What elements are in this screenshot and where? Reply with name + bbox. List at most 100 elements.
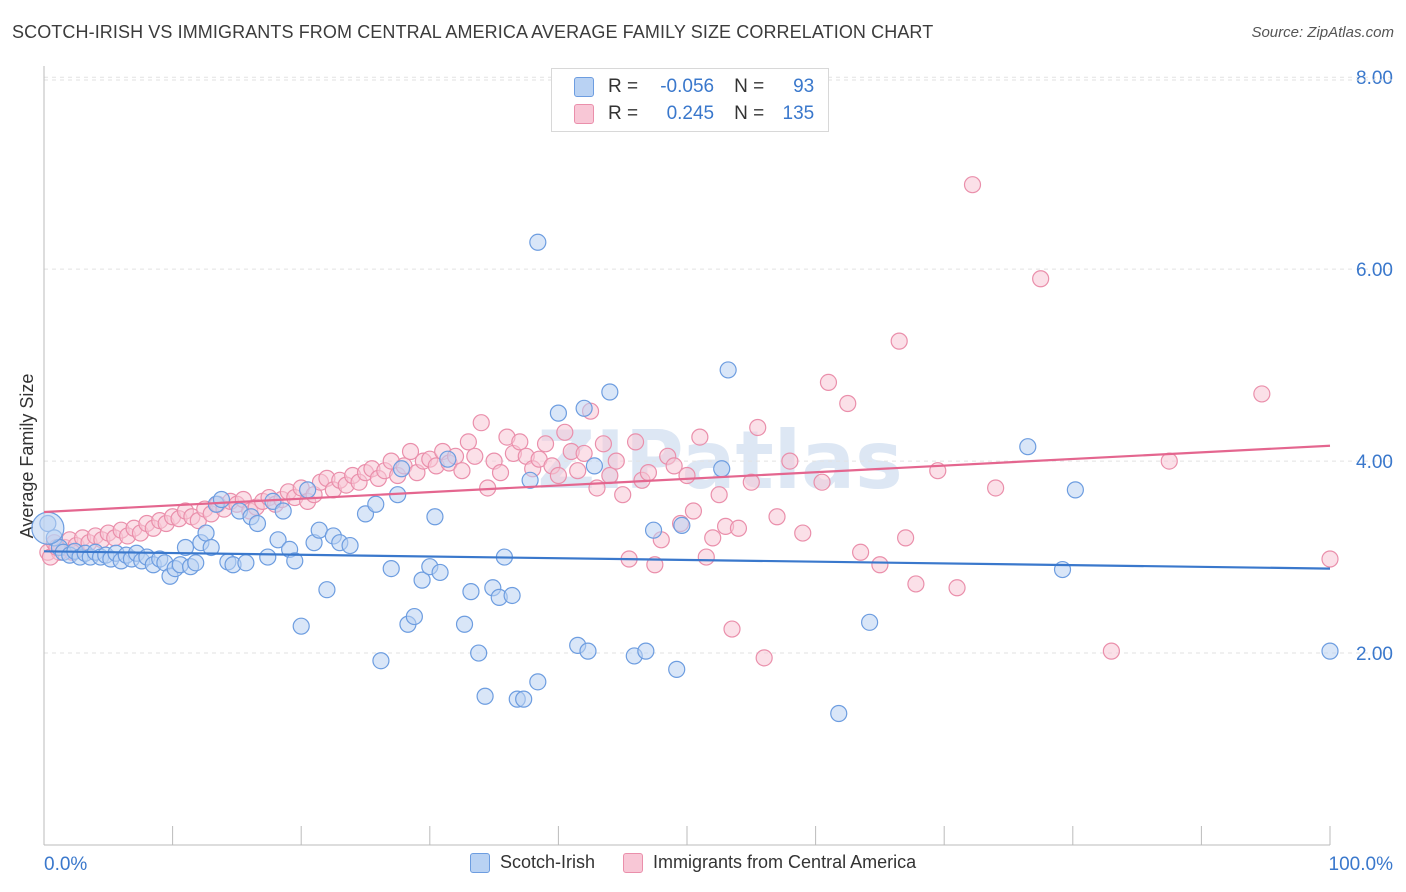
scotch-irish-point (1019, 438, 1037, 456)
scotch-irish-point (529, 233, 547, 251)
legend-label-scotch-irish: Scotch-Irish (500, 852, 596, 872)
scotch-irish-point (575, 399, 593, 417)
central-america-point (755, 649, 773, 667)
blue-r-value: -0.056 (660, 76, 715, 97)
scotch-irish-point (719, 361, 737, 379)
central-america-point (594, 435, 613, 453)
central-america-point (749, 418, 767, 437)
central-america-point (511, 433, 529, 451)
central-america-point (549, 466, 568, 485)
scotch-irish-point (318, 581, 336, 599)
central-america-point (852, 543, 870, 561)
scotch-irish-point (187, 554, 205, 572)
scotch-irish-point (470, 644, 488, 662)
scotch-irish-trend-line (43, 550, 1331, 570)
scotch-irish-point (521, 471, 539, 489)
central-america-point (813, 473, 831, 491)
scotch-irish-point (668, 660, 686, 678)
scotch-irish-point (259, 548, 277, 566)
scotch-irish-point (673, 516, 691, 535)
scotch-irish-point (274, 502, 292, 520)
central-america-point (704, 529, 722, 547)
central-america-point (491, 464, 510, 482)
y-axis-label: Average Family Size (17, 374, 37, 539)
scotch-irish-point (269, 531, 287, 549)
blue-n-value: 93 (793, 76, 815, 97)
stats-legend: R = -0.056 N = 93 R = 0.245 N = 135 (551, 68, 829, 132)
stats-row-blue: R = -0.056 N = 93 (574, 75, 814, 99)
central-america-point (794, 524, 812, 542)
scotch-irish-point (237, 554, 255, 572)
y-tick-label: 2.00 (1356, 644, 1393, 665)
central-america-point (1253, 385, 1271, 403)
central-america-point (742, 473, 760, 491)
scotch-irish-point (476, 687, 494, 705)
scotch-irish-point (1066, 481, 1084, 499)
central-america-point (684, 502, 703, 520)
central-america-point (646, 556, 664, 574)
central-america-point (839, 394, 857, 413)
legend-item-scotch-irish[interactable]: Scotch-Irish (470, 852, 595, 873)
scotch-irish-point (382, 559, 400, 578)
scotch-irish-point (861, 613, 879, 631)
scotch-irish-point (372, 652, 390, 670)
scotch-irish-point (455, 615, 474, 633)
central-america-point (1160, 452, 1178, 470)
central-america-point (665, 457, 683, 475)
scotch-irish-point (637, 642, 655, 660)
central-america-point (1102, 642, 1120, 660)
scotch-irish-point (462, 583, 480, 601)
scotch-irish-point (830, 704, 848, 723)
scotch-irish-point (515, 690, 533, 708)
scotch-irish-point (585, 457, 604, 475)
bottom-legend: Scotch-Irish Immigrants from Central Ame… (470, 852, 944, 873)
central-america-point (729, 519, 748, 537)
central-america-point (678, 466, 696, 485)
central-america-point (819, 373, 838, 391)
legend-label-central-america: Immigrants from Central America (653, 852, 917, 872)
scotch-irish-point (292, 617, 310, 635)
central-america-trend-line (43, 444, 1331, 514)
pink-swatch (574, 104, 594, 124)
central-america-point (401, 442, 420, 461)
x-tick-label: 0.0% (44, 854, 87, 875)
scotch-irish-point (341, 536, 359, 555)
scotch-irish-point (644, 521, 663, 539)
scotch-irish-point (549, 404, 568, 422)
scotch-irish-point (713, 460, 731, 478)
scotch-irish-point (579, 642, 597, 660)
legend-swatch-blue (470, 852, 490, 873)
y-tick-label: 4.00 (1356, 452, 1393, 473)
central-america-point (1321, 550, 1339, 568)
central-america-point (466, 447, 484, 465)
central-america-point (472, 414, 490, 432)
pink-n-value: 135 (782, 103, 815, 124)
central-america-point (963, 176, 982, 194)
central-america-point (626, 433, 645, 451)
n-label: N = (734, 76, 765, 97)
scotch-irish-point (413, 571, 431, 589)
central-america-point (1032, 270, 1050, 288)
central-america-point (897, 529, 915, 547)
x-tick-label: 100.0% (1329, 854, 1394, 875)
central-america-point (614, 486, 632, 504)
central-america-point (710, 486, 728, 504)
scotch-irish-point (431, 563, 449, 582)
chart-title: SCOTCH-IRISH VS IMMIGRANTS FROM CENTRAL … (12, 22, 934, 42)
y-tick-label: 6.00 (1356, 260, 1393, 281)
scotch-irish-point (529, 673, 547, 691)
central-america-point (607, 452, 625, 470)
scotch-irish-point (212, 490, 231, 509)
central-america-point (453, 462, 471, 480)
scotch-irish-cluster-point (31, 511, 65, 545)
central-america-point (536, 435, 555, 453)
legend-item-central-america[interactable]: Immigrants from Central America (623, 852, 916, 873)
central-america-point (569, 462, 587, 480)
n-label: N = (734, 103, 765, 124)
scotch-irish-point (601, 383, 619, 401)
scotch-irish-point (1321, 642, 1339, 660)
central-america-point (639, 464, 658, 482)
scotch-irish-point (248, 514, 267, 533)
central-america-point (890, 332, 908, 350)
